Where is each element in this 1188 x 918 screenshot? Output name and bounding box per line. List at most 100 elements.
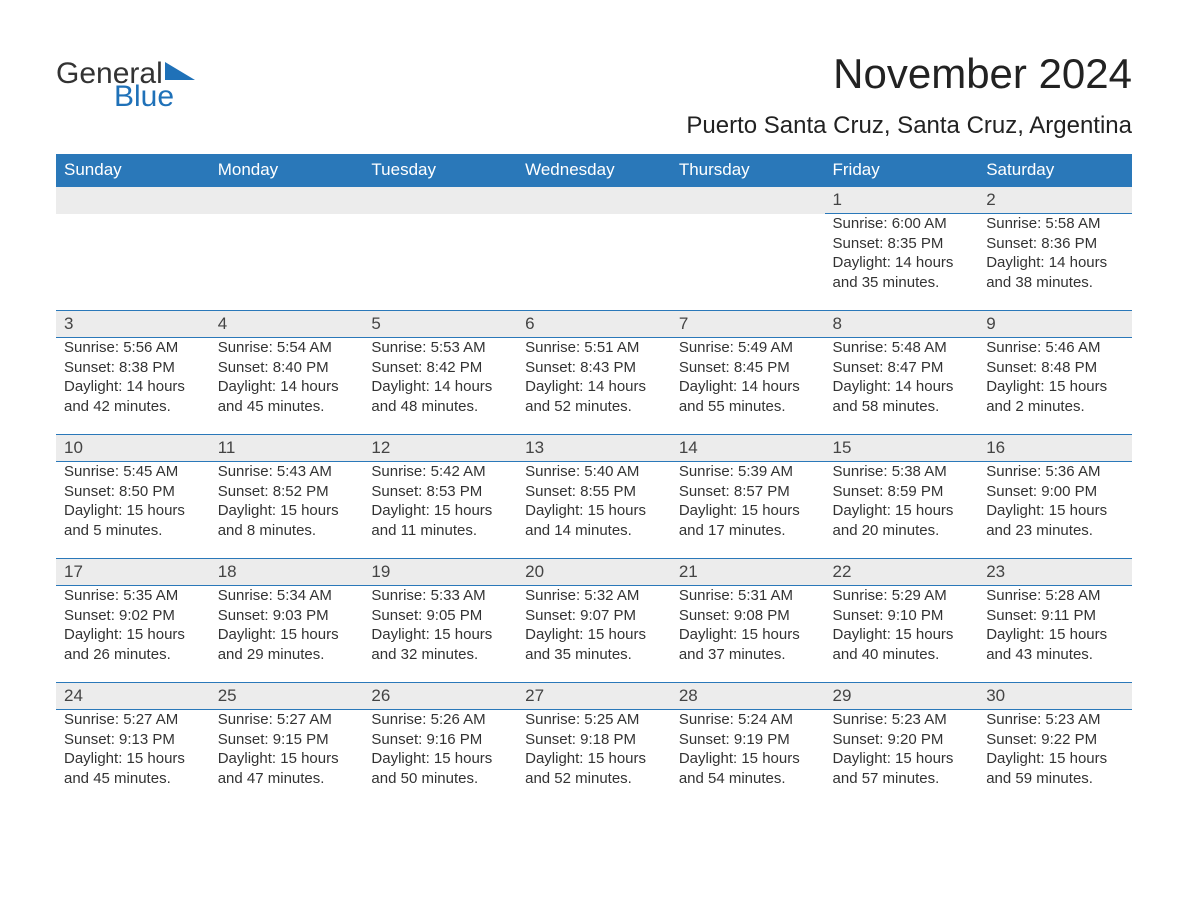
daynum-row: 17181920212223 (56, 559, 1132, 586)
title-month: November 2024 (686, 50, 1132, 98)
day-daylight1: Daylight: 15 hours (64, 501, 202, 521)
calendar-header: SundayMondayTuesdayWednesdayThursdayFrid… (56, 154, 1132, 187)
weekday-header: Sunday (56, 154, 210, 187)
day-number: 2 (978, 187, 1132, 214)
day-daylight1: Daylight: 14 hours (64, 377, 202, 397)
day-cell: Sunrise: 5:38 AMSunset: 8:59 PMDaylight:… (825, 462, 979, 559)
day-daylight1: Daylight: 15 hours (986, 501, 1124, 521)
day-daylight2: and 55 minutes. (679, 397, 817, 417)
day-sunset: Sunset: 9:15 PM (218, 730, 356, 750)
day-daylight1: Daylight: 15 hours (833, 625, 971, 645)
day-daylight2: and 26 minutes. (64, 645, 202, 665)
day-number: 5 (363, 311, 517, 338)
day-daylight2: and 5 minutes. (64, 521, 202, 541)
day-sunset: Sunset: 8:35 PM (833, 234, 971, 254)
day-cell: Sunrise: 5:58 AMSunset: 8:36 PMDaylight:… (978, 214, 1132, 311)
day-sunrise: Sunrise: 5:40 AM (525, 462, 663, 482)
day-daylight1: Daylight: 15 hours (986, 749, 1124, 769)
day-sunset: Sunset: 9:07 PM (525, 606, 663, 626)
day-daylight1: Daylight: 15 hours (371, 501, 509, 521)
day-daylight2: and 47 minutes. (218, 769, 356, 789)
day-daylight1: Daylight: 14 hours (218, 377, 356, 397)
day-daylight1: Daylight: 15 hours (525, 501, 663, 521)
day-sunset: Sunset: 9:10 PM (833, 606, 971, 626)
day-sunrise: Sunrise: 5:32 AM (525, 586, 663, 606)
day-number: 12 (363, 435, 517, 462)
day-sunrise: Sunrise: 5:54 AM (218, 338, 356, 358)
day-daylight1: Daylight: 14 hours (833, 377, 971, 397)
day-number: 16 (978, 435, 1132, 462)
calendar-week-row: Sunrise: 5:27 AM Sunset: 9:13 PM Daylight:… (56, 710, 1132, 807)
day-sunset: Sunset: 8:57 PM (679, 482, 817, 502)
day-daylight1: Daylight: 15 hours (371, 625, 509, 645)
day-daylight2: and 37 minutes. (679, 645, 817, 665)
day-sunrise: Sunrise: 5:29 AM (833, 586, 971, 606)
day-sunrise: Sunrise: 5:56 AM (64, 338, 202, 358)
day-number: 7 (671, 311, 825, 338)
day-number: 24 (56, 683, 210, 710)
day-daylight1: Daylight: 15 hours (218, 749, 356, 769)
day-sunrise: Sunrise: 5:53 AM (371, 338, 509, 358)
day-daylight1: Daylight: 15 hours (833, 749, 971, 769)
day-sunset: Sunset: 9:00 PM (986, 482, 1124, 502)
day-daylight1: Daylight: 15 hours (679, 625, 817, 645)
day-sunset: Sunset: 8:38 PM (64, 358, 202, 378)
day-number (56, 187, 210, 214)
day-cell: Sunrise: 5:53 AMSunset: 8:42 PMDaylight:… (363, 338, 517, 435)
weekday-header: Friday (825, 154, 979, 187)
day-cell: Sunrise: 5:27 AMSunset: 9:15 PMDaylight:… (210, 710, 364, 807)
title-location: Puerto Santa Cruz, Santa Cruz, Argentina (686, 112, 1132, 140)
day-daylight2: and 57 minutes. (833, 769, 971, 789)
day-sunrise: Sunrise: 5:28 AM (986, 586, 1124, 606)
day-cell: Sunrise: 5:31 AMSunset: 9:08 PMDaylight:… (671, 586, 825, 683)
day-daylight2: and 48 minutes. (371, 397, 509, 417)
day-daylight1: Daylight: 15 hours (833, 501, 971, 521)
day-sunset: Sunset: 8:36 PM (986, 234, 1124, 254)
calendar-week-row: Sunrise: 5:35 AMSunset: 9:02 PMDaylight:… (56, 586, 1132, 683)
day-number: 30 (978, 683, 1132, 710)
day-daylight2: and 50 minutes. (371, 769, 509, 789)
day-daylight2: and 20 minutes. (833, 521, 971, 541)
day-cell: Sunrise: 5:46 AMSunset: 8:48 PMDaylight:… (978, 338, 1132, 435)
day-number: 3 (56, 311, 210, 338)
day-sunrise: Sunrise: 5:27 AM (218, 710, 356, 730)
day-number: 10 (56, 435, 210, 462)
calendar-table: SundayMondayTuesdayWednesdayThursdayFrid… (56, 154, 1132, 806)
day-sunset: Sunset: 8:59 PM (833, 482, 971, 502)
day-number: 26 (363, 683, 517, 710)
day-cell: Sunrise: 5:23 AMSunset: 9:22 PMDaylight:… (978, 710, 1132, 807)
day-cell: Sunrise: 5:42 AMSunset: 8:53 PMDaylight:… (363, 462, 517, 559)
day-daylight1: Daylight: 15 hours (525, 625, 663, 645)
day-daylight2: and 2 minutes. (986, 397, 1124, 417)
day-number: 20 (517, 559, 671, 586)
day-sunrise: Sunrise: 5:23 AM (986, 710, 1124, 730)
day-sunrise: Sunrise: 5:49 AM (679, 338, 817, 358)
day-daylight2: and 40 minutes. (833, 645, 971, 665)
day-sunrise: Sunrise: 5:33 AM (371, 586, 509, 606)
day-cell: Sunrise: 5:29 AMSunset: 9:10 PMDaylight:… (825, 586, 979, 683)
day-sunset: Sunset: 9:11 PM (986, 606, 1124, 626)
day-cell: Sunrise: 5:56 AMSunset: 8:38 PMDaylight:… (56, 338, 210, 435)
daynum-row: 24252627282930 (56, 683, 1132, 710)
day-number: 15 (825, 435, 979, 462)
day-daylight2: and 8 minutes. (218, 521, 356, 541)
day-sunrise: Sunrise: 5:35 AM (64, 586, 202, 606)
brand-logo: General Blue (56, 50, 195, 114)
day-sunset: Sunset: 9:18 PM (525, 730, 663, 750)
day-sunset: Sunset: 9:13 PM (64, 730, 202, 750)
day-sunset: Sunset: 8:55 PM (525, 482, 663, 502)
day-number (363, 187, 517, 214)
day-number (671, 187, 825, 214)
day-number: 11 (210, 435, 364, 462)
day-number: 29 (825, 683, 979, 710)
day-number: 19 (363, 559, 517, 586)
day-daylight1: Daylight: 15 hours (371, 749, 509, 769)
calendar-week-row: Sunrise: 5:45 AMSunset: 8:50 PMDaylight:… (56, 462, 1132, 559)
day-sunset: Sunset: 9:20 PM (833, 730, 971, 750)
day-daylight1: Daylight: 15 hours (525, 749, 663, 769)
day-number: 17 (56, 559, 210, 586)
day-cell: Sunrise: 5:23 AMSunset: 9:20 PMDaylight:… (825, 710, 979, 807)
day-daylight1: Daylight: 15 hours (679, 501, 817, 521)
weekday-header: Thursday (671, 154, 825, 187)
day-cell: Sunrise: 5:45 AMSunset: 8:50 PMDaylight:… (56, 462, 210, 559)
